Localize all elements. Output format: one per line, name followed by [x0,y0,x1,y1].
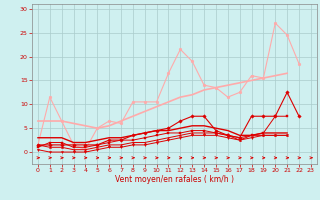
X-axis label: Vent moyen/en rafales ( km/h ): Vent moyen/en rafales ( km/h ) [115,175,234,184]
